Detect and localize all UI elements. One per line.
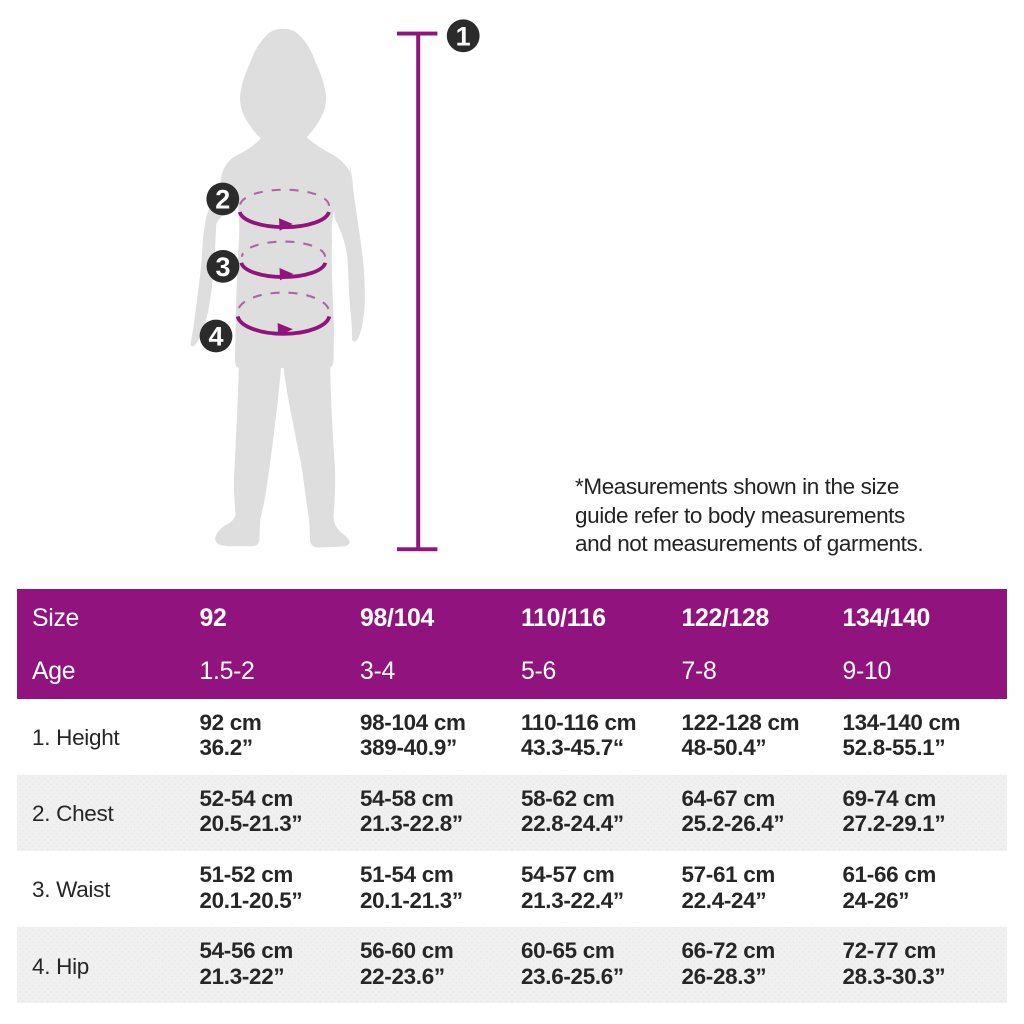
svg-text:3: 3 bbox=[215, 252, 230, 282]
svg-text:2: 2 bbox=[215, 185, 230, 215]
svg-text:1: 1 bbox=[456, 22, 471, 52]
svg-text:4: 4 bbox=[208, 322, 223, 352]
